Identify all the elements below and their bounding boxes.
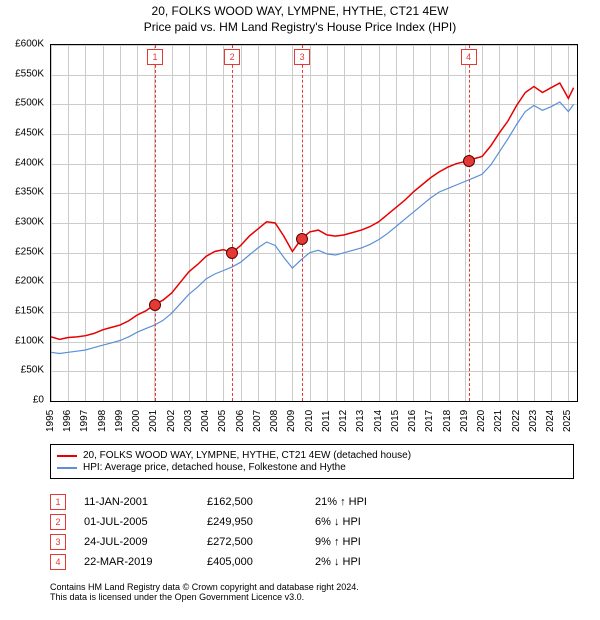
series-property [51, 83, 574, 339]
x-tick-label: 2004 [200, 410, 211, 432]
event-date: 11-JAN-2001 [84, 496, 189, 508]
y-tick-label: £0 [33, 395, 44, 406]
y-tick-label: £100K [15, 335, 44, 346]
events-table: 1 11-JAN-2001 £162,500 21% ↑ HPI 2 01-JUL-200… [50, 490, 574, 574]
x-tick-label: 2003 [183, 410, 194, 432]
x-tick-label: 2009 [286, 410, 297, 432]
event-date: 24-JUL-2009 [84, 536, 189, 548]
x-tick-label: 2002 [166, 410, 177, 432]
event-number-box: 1 [50, 494, 66, 510]
x-axis-labels: 1995199619971998199920002001200220032004… [50, 404, 576, 444]
chart-area: 1 2 3 4 [50, 44, 576, 400]
event-line [155, 45, 156, 401]
x-tick-label: 2007 [252, 410, 263, 432]
x-tick-label: 2015 [390, 410, 401, 432]
x-tick-label: 2018 [442, 410, 453, 432]
y-tick-label: £250K [15, 246, 44, 257]
y-tick-label: £150K [15, 306, 44, 317]
x-tick-label: 2021 [493, 410, 504, 432]
x-tick-label: 2025 [562, 410, 573, 432]
x-tick-label: 1995 [45, 410, 56, 432]
x-tick-label: 2000 [131, 410, 142, 432]
x-tick-label: 2012 [338, 410, 349, 432]
x-tick-label: 2017 [424, 410, 435, 432]
x-tick-label: 2020 [476, 410, 487, 432]
x-tick-label: 1997 [79, 410, 90, 432]
y-tick-label: £300K [15, 217, 44, 228]
footer-line-1: Contains HM Land Registry data © Crown c… [50, 582, 574, 592]
x-tick-label: 2005 [217, 410, 228, 432]
event-line [232, 45, 233, 401]
title-line-2: Price paid vs. HM Land Registry's House … [0, 20, 600, 34]
event-row: 3 24-JUL-2009 £272,500 9% ↑ HPI [50, 534, 574, 550]
x-tick-label: 2008 [269, 410, 280, 432]
x-tick-label: 1999 [114, 410, 125, 432]
event-pct-vs-hpi: 9% ↑ HPI [315, 536, 435, 548]
x-tick-label: 1998 [97, 410, 108, 432]
page-root: 20, FOLKS WOOD WAY, LYMPNE, HYTHE, CT21 … [0, 0, 600, 620]
legend-swatch [57, 467, 77, 469]
event-dot [226, 247, 238, 259]
event-price: £405,000 [207, 556, 297, 568]
footer-line-2: This data is licensed under the Open Gov… [50, 592, 574, 602]
event-date: 01-JUL-2005 [84, 516, 189, 528]
event-marker-box: 2 [224, 49, 240, 65]
y-tick-label: £400K [15, 157, 44, 168]
event-price: £272,500 [207, 536, 297, 548]
event-number-box: 2 [50, 514, 66, 530]
y-tick-label: £550K [15, 68, 44, 79]
legend-swatch [57, 455, 77, 457]
x-tick-label: 2013 [355, 410, 366, 432]
event-pct-vs-hpi: 6% ↓ HPI [315, 516, 435, 528]
x-tick-label: 1996 [62, 410, 73, 432]
x-tick-label: 2010 [304, 410, 315, 432]
x-tick-label: 2006 [235, 410, 246, 432]
gridline-horizontal [51, 401, 577, 402]
legend-item: 20, FOLKS WOOD WAY, LYMPNE, HYTHE, CT21 … [57, 450, 567, 461]
x-tick-label: 2024 [545, 410, 556, 432]
x-tick-label: 2001 [148, 410, 159, 432]
legend-box: 20, FOLKS WOOD WAY, LYMPNE, HYTHE, CT21 … [50, 444, 574, 479]
y-tick-label: £600K [15, 39, 44, 50]
event-row: 2 01-JUL-2005 £249,950 6% ↓ HPI [50, 514, 574, 530]
event-line [469, 45, 470, 401]
y-tick-label: £450K [15, 128, 44, 139]
event-marker-box: 3 [294, 49, 310, 65]
event-dot [149, 299, 161, 311]
plot-area: 1 2 3 4 [50, 44, 578, 402]
y-axis-labels: £0£50K£100K£150K£200K£250K£300K£350K£400… [0, 44, 48, 400]
legend-item: HPI: Average price, detached house, Folk… [57, 462, 567, 473]
event-marker-box: 1 [147, 49, 163, 65]
event-pct-vs-hpi: 2% ↓ HPI [315, 556, 435, 568]
x-tick-label: 2014 [373, 410, 384, 432]
footer-text: Contains HM Land Registry data © Crown c… [50, 582, 574, 602]
event-line [302, 45, 303, 401]
y-tick-label: £500K [15, 98, 44, 109]
event-price: £249,950 [207, 516, 297, 528]
x-tick-label: 2011 [321, 410, 332, 432]
title-line-1: 20, FOLKS WOOD WAY, LYMPNE, HYTHE, CT21 … [0, 4, 600, 18]
y-tick-label: £200K [15, 276, 44, 287]
event-marker-box: 4 [461, 49, 477, 65]
y-tick-label: £350K [15, 187, 44, 198]
legend-text: HPI: Average price, detached house, Folk… [83, 462, 346, 473]
event-dot [296, 233, 308, 245]
event-dot [463, 155, 475, 167]
x-tick-label: 2016 [407, 410, 418, 432]
title-block: 20, FOLKS WOOD WAY, LYMPNE, HYTHE, CT21 … [0, 0, 600, 34]
event-date: 22-MAR-2019 [84, 556, 189, 568]
event-row: 4 22-MAR-2019 £405,000 2% ↓ HPI [50, 554, 574, 570]
event-number-box: 4 [50, 554, 66, 570]
x-tick-label: 2022 [511, 410, 522, 432]
event-pct-vs-hpi: 21% ↑ HPI [315, 496, 435, 508]
event-price: £162,500 [207, 496, 297, 508]
legend-text: 20, FOLKS WOOD WAY, LYMPNE, HYTHE, CT21 … [83, 450, 411, 461]
x-tick-label: 2023 [528, 410, 539, 432]
line-series-svg [51, 45, 577, 401]
event-number-box: 3 [50, 534, 66, 550]
y-tick-label: £50K [21, 365, 44, 376]
event-row: 1 11-JAN-2001 £162,500 21% ↑ HPI [50, 494, 574, 510]
x-tick-label: 2019 [459, 410, 470, 432]
